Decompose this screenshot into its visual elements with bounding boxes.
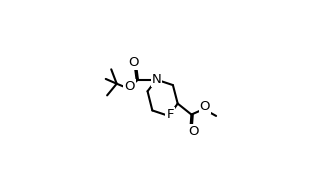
Text: O: O xyxy=(124,80,135,93)
Text: O: O xyxy=(128,56,139,69)
Text: F: F xyxy=(166,108,174,121)
Text: O: O xyxy=(200,100,210,113)
Text: O: O xyxy=(188,125,198,138)
Text: N: N xyxy=(152,73,161,86)
